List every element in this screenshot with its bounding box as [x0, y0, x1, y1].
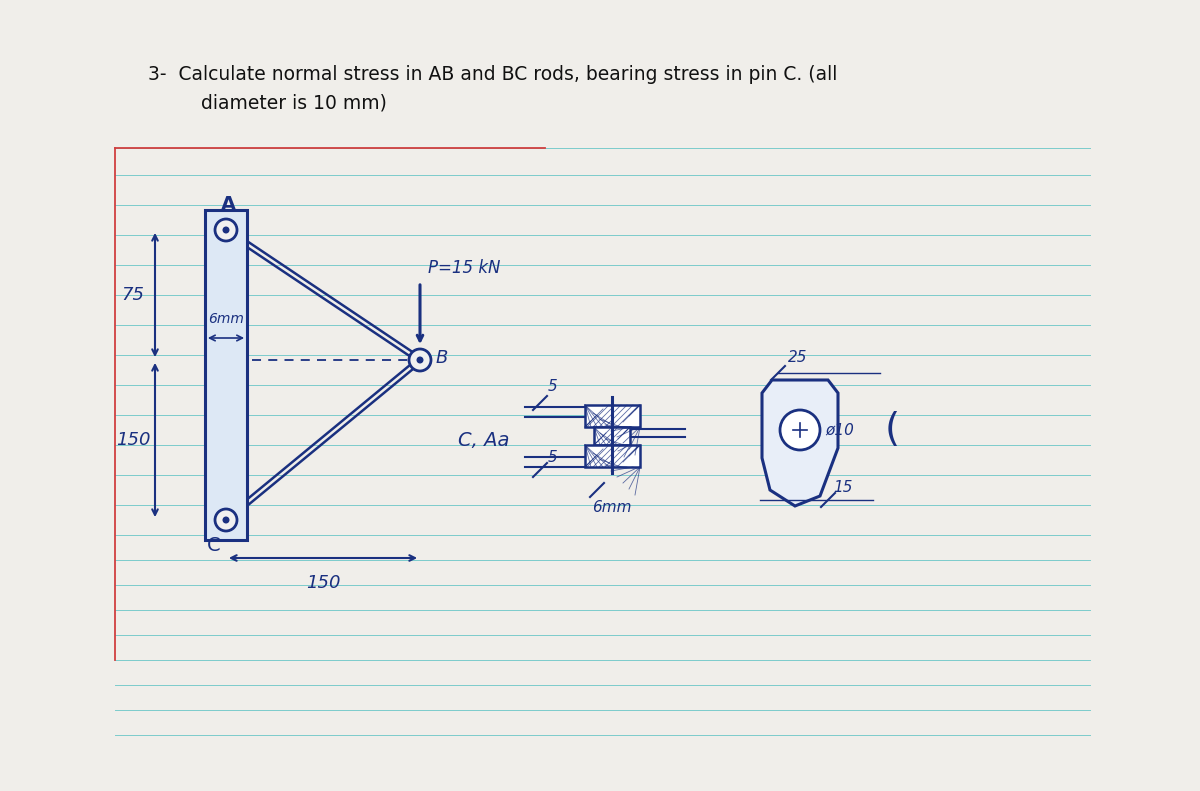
- Text: 3-  Calculate normal stress in AB and BC rods, bearing stress in pin C. (all: 3- Calculate normal stress in AB and BC …: [148, 65, 838, 84]
- Text: B: B: [436, 349, 449, 367]
- Circle shape: [215, 509, 238, 531]
- Text: 5: 5: [548, 450, 558, 465]
- Circle shape: [215, 219, 238, 241]
- Text: 6mm: 6mm: [208, 312, 244, 326]
- Circle shape: [780, 410, 820, 450]
- Text: 150: 150: [306, 574, 341, 592]
- Polygon shape: [762, 380, 838, 506]
- Text: C: C: [208, 536, 221, 555]
- Text: 15: 15: [833, 480, 852, 495]
- Text: 6mm: 6mm: [593, 500, 631, 515]
- Bar: [205, 210, 247, 540]
- Text: ø10: ø10: [826, 422, 854, 437]
- Circle shape: [409, 349, 431, 371]
- Text: 75: 75: [121, 286, 144, 304]
- Circle shape: [418, 358, 422, 363]
- Text: P=15 kN: P=15 kN: [428, 259, 500, 277]
- Text: 150: 150: [115, 431, 150, 449]
- Text: C, Aa: C, Aa: [458, 430, 510, 449]
- Circle shape: [223, 517, 229, 523]
- Text: diameter is 10 mm): diameter is 10 mm): [166, 93, 386, 112]
- Text: 25: 25: [788, 350, 808, 365]
- Circle shape: [223, 227, 229, 233]
- Bar: [584, 405, 640, 427]
- Text: 5: 5: [548, 379, 558, 394]
- Text: A: A: [221, 195, 235, 214]
- Text: (: (: [884, 411, 900, 449]
- Bar: [584, 445, 640, 467]
- Bar: [594, 427, 630, 445]
